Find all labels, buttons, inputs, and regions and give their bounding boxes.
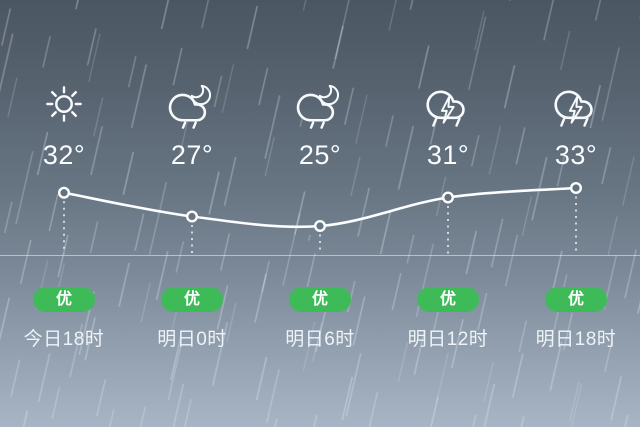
- weather-icon-sunny: [0, 76, 128, 132]
- weather-icon-thunderstorm: [512, 76, 640, 132]
- divider-line: [0, 255, 640, 256]
- chart-point: [185, 210, 198, 223]
- chart-point: [442, 191, 455, 204]
- temperature-line: [62, 186, 578, 229]
- time-label: 明日0时: [157, 328, 227, 350]
- chart-point: [314, 219, 327, 232]
- temperature-value: 32°: [42, 139, 86, 170]
- temperature-value: 33°: [554, 139, 598, 170]
- time-label: 今日18时: [23, 328, 105, 350]
- time-label: 明日6时: [285, 328, 355, 350]
- temperature-value: 27°: [170, 139, 214, 170]
- weather-icon-thunderstorm: [384, 76, 512, 132]
- weather-icon-night-rain: [128, 76, 256, 132]
- temperature-value: 31°: [426, 139, 470, 170]
- chart-point: [570, 181, 583, 194]
- aqi-badge[interactable]: 优: [289, 286, 351, 312]
- weather-icon-night-rain: [256, 76, 384, 132]
- aqi-badge[interactable]: 优: [545, 286, 607, 312]
- aqi-badge[interactable]: 优: [161, 286, 223, 312]
- air-quality-row: 优 优 优 优 优: [0, 286, 640, 312]
- time-label: 明日12时: [407, 328, 489, 350]
- chart-point: [58, 186, 71, 199]
- time-label: 明日18时: [535, 328, 617, 350]
- aqi-badge[interactable]: 优: [417, 286, 479, 312]
- temperatures-row: 32° 27° 25° 31° 33°: [0, 139, 640, 171]
- weather-icons-row: [0, 76, 640, 132]
- temperature-value: 25°: [298, 139, 342, 170]
- aqi-badge[interactable]: 优: [33, 286, 95, 312]
- time-labels-row: 今日18时 明日0时 明日6时 明日12时 明日18时: [0, 325, 640, 350]
